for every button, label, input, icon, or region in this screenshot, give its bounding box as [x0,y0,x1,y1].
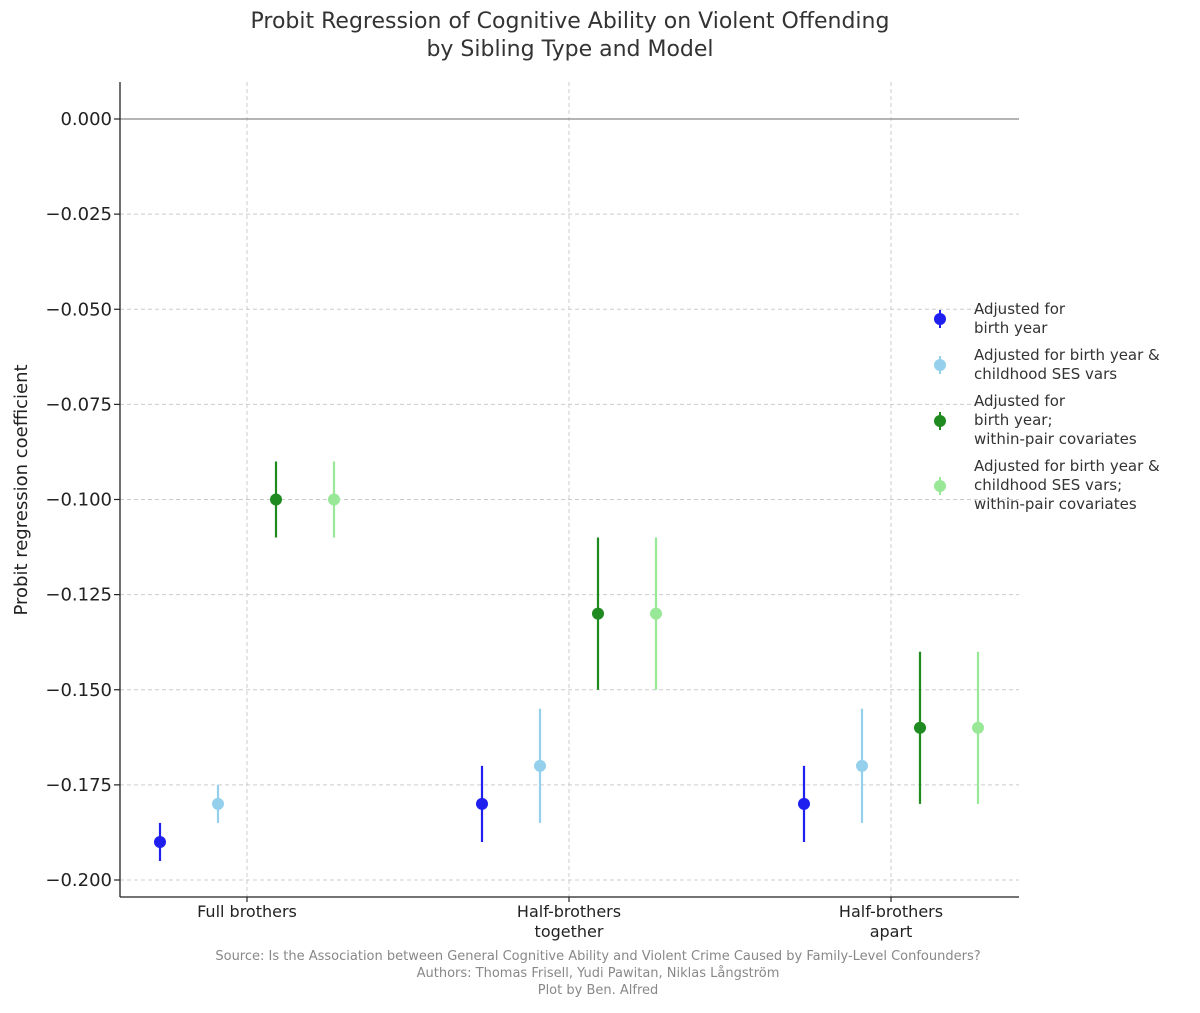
data-point [476,797,488,810]
data-point [154,835,166,848]
legend-item: Adjusted for birth year; within-pair cov… [926,392,1196,449]
legend-marker-icon [934,310,946,328]
source-line: Source: Is the Association between Gener… [215,949,981,964]
y-tick-label: −0.075 [45,394,112,415]
y-tick-label: −0.175 [45,775,112,796]
y-tick-label: −0.200 [45,870,112,891]
data-point [972,721,984,734]
legend-marker-icon [934,476,946,495]
legend-item: Adjusted for birth year & childhood SES … [926,346,1196,384]
x-tick-label: Full brothers [197,902,297,921]
grid-layer [120,82,1019,897]
data-point [798,797,810,810]
data-point [914,721,926,734]
source-line: Plot by Ben. Alfred [537,983,659,998]
legend-item: Adjusted for birth year [926,300,1196,338]
marks-layer [154,461,984,861]
data-point [534,759,546,772]
legend-label-line: within-pair covariates [974,495,1137,513]
legend-label-line: childhood SES vars [974,365,1118,383]
x-tick-label: Half-brothers [839,902,943,921]
legend-marker-icon [934,356,946,374]
legend-label-line: Adjusted for birth year & [974,346,1160,364]
chart-title: Probit Regression of Cognitive Ability o… [0,8,1140,64]
data-point [212,797,224,810]
y-tick-label: −0.025 [45,204,112,225]
chart-title-line: by Sibling Type and Model [426,37,714,62]
axis-layer: 0.000 −0.025 −0.050 −0.075 −0.100 −0.125 −0.15… [45,82,1019,941]
data-point [328,493,340,506]
legend-label-line: birth year; [974,411,1053,429]
source-line: Authors: Thomas Frisell, Yudi Pawitan, N… [416,966,780,981]
source-note: Source: Is the Association between Gener… [0,948,1196,999]
legend-marker-icon [934,411,946,430]
x-tick-label: apart [870,922,913,941]
y-tick-label: −0.150 [45,680,112,701]
chart-title-line: Probit Regression of Cognitive Ability o… [250,9,890,34]
legend-label-line: Adjusted for [974,300,1066,318]
y-tick-label: 0.000 [60,109,112,130]
legend-label-line: within-pair covariates [974,430,1137,448]
y-tick-label: −0.125 [45,585,112,606]
y-axis-label: Probit regression coefficient [11,364,32,615]
y-tick-label: −0.100 [45,490,112,511]
legend-label-line: Adjusted for [974,392,1066,410]
legend-label-line: Adjusted for birth year & [974,457,1160,475]
legend-label-line: birth year [974,319,1048,337]
data-point [650,607,662,620]
x-tick-label: together [535,922,604,941]
data-point [856,759,868,772]
legend-label-line: childhood SES vars; [974,476,1123,494]
y-tick-label: −0.050 [45,299,112,320]
data-point [592,607,604,620]
legend: Adjusted for birth year Adjusted for bir… [926,300,1196,522]
legend-item: Adjusted for birth year & childhood SES … [926,457,1196,514]
x-tick-label: Half-brothers [517,902,621,921]
data-point [270,493,282,506]
